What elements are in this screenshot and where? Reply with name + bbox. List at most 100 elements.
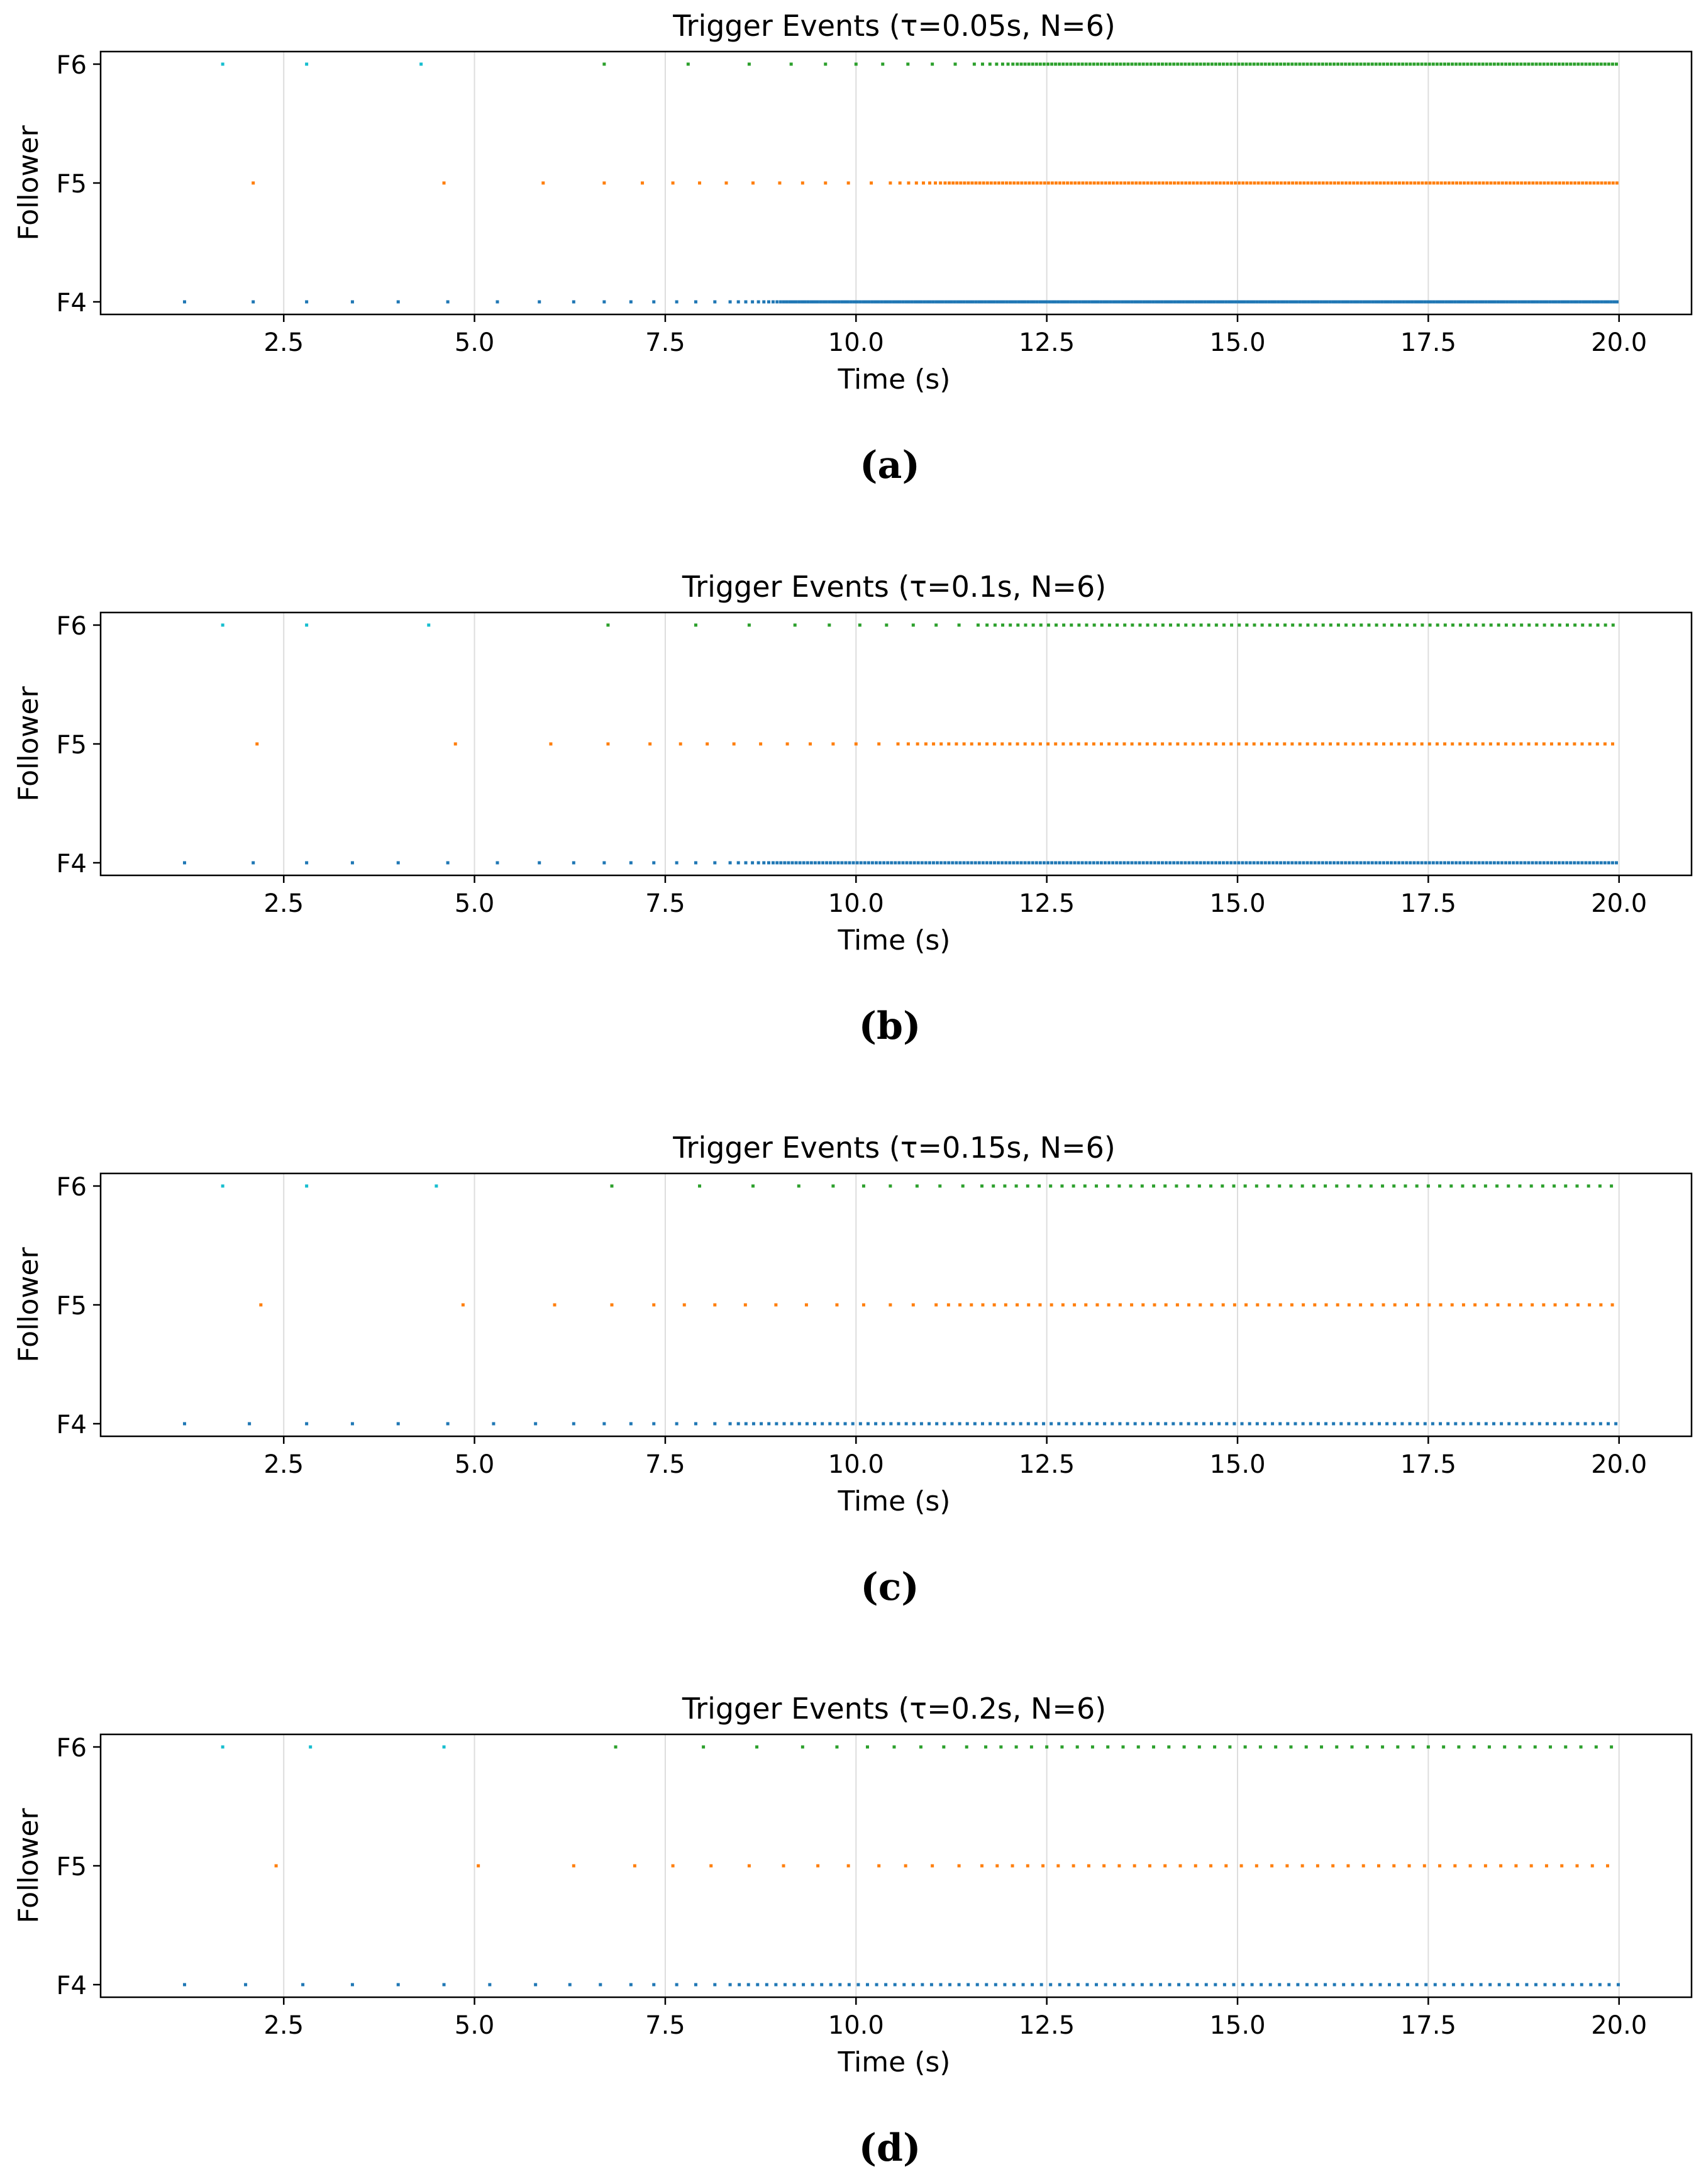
trigger-point [1210,62,1214,66]
trigger-point [931,1864,934,1868]
trigger-point [1199,861,1202,865]
trigger-point [1264,181,1268,185]
trigger-point [947,300,951,304]
x-tick-label: 12.5 [1019,328,1075,357]
trigger-point [1520,300,1524,304]
trigger-point [1457,1745,1461,1749]
trigger-point [1415,1983,1419,1987]
trigger-point [1557,861,1561,865]
trigger-point [1275,181,1279,185]
trigger-point [1043,181,1046,185]
trigger-point [1023,861,1027,865]
trigger-point [1346,1864,1350,1868]
trigger-point [1378,181,1382,185]
trigger-point [1598,1983,1602,1987]
trigger-point [1473,62,1477,66]
trigger-point [1112,300,1116,304]
trigger-point [1232,1303,1236,1307]
trigger-point [1252,861,1256,865]
trigger-point [1537,1422,1541,1426]
trigger-point [1596,181,1600,185]
trigger-point [1565,1303,1568,1307]
trigger-point [1317,181,1321,185]
trigger-point [1298,861,1302,865]
trigger-point [1107,1303,1111,1307]
trigger-point [728,1422,732,1426]
trigger-point [1264,300,1268,304]
trigger-point [1299,623,1302,627]
trigger-point [1451,742,1454,746]
trigger-point [1447,62,1451,66]
trigger-point [1332,62,1336,66]
trigger-point [985,1983,989,1987]
trigger-point [1168,861,1172,865]
trigger-point [1167,1745,1171,1749]
trigger-point [1402,181,1405,185]
trigger-point [1127,300,1131,304]
series-f6 [221,1184,1614,1188]
trigger-point [1095,1303,1099,1307]
trigger-point [1313,742,1317,746]
trigger-point [1084,861,1088,865]
trigger-point [1363,181,1367,185]
trigger-point [1156,861,1160,865]
trigger-point [1304,300,1307,304]
trigger-point [808,742,812,746]
trigger-point [1243,300,1246,304]
trigger-point [995,62,999,66]
y-tick-label: F5 [57,1292,87,1321]
trigger-point [1202,1422,1205,1426]
trigger-point [1138,62,1141,66]
trigger-point [1141,1303,1145,1307]
trigger-point [1014,1745,1018,1749]
trigger-point [1561,181,1565,185]
trigger-point [1534,742,1538,746]
trigger-point [1058,1983,1061,1987]
trigger-point [1209,1864,1213,1868]
trigger-point [1035,300,1039,304]
trigger-point [934,1303,938,1307]
trigger-point [1606,1864,1610,1868]
trigger-point [1508,62,1512,66]
trigger-point [1339,1422,1343,1426]
trigger-point [252,300,255,304]
trigger-point [1479,1983,1483,1987]
trigger-point [1598,1422,1602,1426]
trigger-point [1439,861,1443,865]
trigger-point [1069,742,1073,746]
trigger-point [1585,300,1588,304]
trigger-point [1034,861,1038,865]
trigger-point [1606,1422,1610,1426]
trigger-point [1310,181,1314,185]
trigger-point [1011,1422,1015,1426]
x-tick-label: 15.0 [1209,889,1265,918]
trigger-point [1478,300,1482,304]
trigger-point [1443,742,1447,746]
trigger-point [890,861,894,865]
trigger-point [878,861,882,865]
trigger-point [978,181,982,185]
trigger-point [1427,861,1431,865]
trigger-point [1370,1422,1373,1426]
trigger-point [751,181,755,185]
trigger-point [1570,300,1573,304]
trigger-point [1363,62,1366,66]
trigger-point [1023,742,1027,746]
trigger-point [1234,300,1238,304]
trigger-point [1366,62,1370,66]
trigger-point [736,861,740,865]
trigger-point [1617,1983,1620,1987]
trigger-point [255,742,259,746]
y-axis-label: Follower [13,125,45,241]
trigger-point [1607,181,1611,185]
trigger-point [1443,861,1446,865]
panel-caption: (d) [859,2126,921,2170]
trigger-point [1210,861,1214,865]
trigger-point [1298,62,1302,66]
trigger-point [855,300,859,304]
trigger-point [955,861,958,865]
trigger-point [1099,861,1103,865]
trigger-point [783,1983,787,1987]
trigger-point [1529,1864,1533,1868]
trigger-point [1611,623,1615,627]
